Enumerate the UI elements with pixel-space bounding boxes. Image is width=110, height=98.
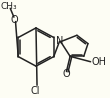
Text: N: N xyxy=(56,36,64,46)
Text: OH: OH xyxy=(92,57,107,67)
Text: Cl: Cl xyxy=(31,86,40,96)
Text: CH₃: CH₃ xyxy=(1,2,17,11)
Text: O: O xyxy=(63,69,70,79)
Text: O: O xyxy=(11,15,18,25)
